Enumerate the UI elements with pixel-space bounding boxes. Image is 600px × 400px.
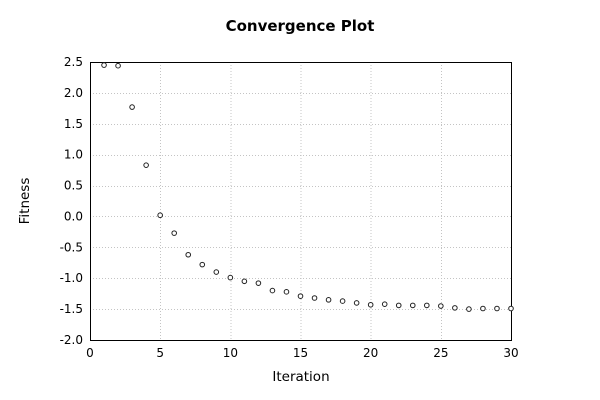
x-tick-label: 0 (86, 346, 94, 360)
y-tick-label: 2.0 (64, 86, 83, 100)
data-point (480, 305, 486, 312)
data-point (297, 293, 304, 299)
data-point (157, 212, 163, 219)
plot-frame (90, 62, 512, 341)
y-tick-label: 0.5 (64, 179, 83, 193)
data-point (101, 62, 107, 68)
data-point (115, 62, 121, 69)
y-tick-label: 0.0 (64, 209, 83, 223)
data-point (409, 302, 416, 309)
data-point (466, 306, 472, 312)
data-point (199, 261, 206, 268)
y-tick-label: 1.5 (64, 117, 83, 131)
y-tick-label: -0.5 (60, 240, 83, 254)
x-tick-label: 5 (156, 346, 164, 360)
data-point (311, 295, 318, 301)
data-point (339, 298, 346, 304)
y-tick-label: -1.0 (60, 271, 83, 285)
data-point (129, 104, 135, 110)
data-point (452, 305, 458, 311)
x-axis-title: Iteration (272, 369, 330, 385)
y-tick-label: -2.0 (60, 333, 83, 347)
x-tick-label: 25 (433, 346, 448, 360)
data-point (367, 301, 374, 308)
data-point (325, 297, 332, 303)
x-tick-label: 30 (503, 346, 518, 360)
y-tick-label: 1.0 (64, 148, 83, 162)
y-tick-label: 2.5 (64, 55, 83, 69)
data-point (185, 251, 192, 258)
data-point (255, 280, 262, 286)
data-point (241, 278, 248, 285)
data-point (494, 305, 500, 312)
x-tick-label: 10 (223, 346, 238, 360)
data-point (438, 303, 444, 309)
data-point (353, 300, 360, 306)
x-tick-label: 15 (293, 346, 308, 360)
data-point (395, 302, 402, 309)
chart-title: Convergence Plot (225, 17, 375, 35)
data-point (143, 162, 149, 168)
y-tick-label: -1.5 (60, 302, 83, 316)
x-tick-label: 20 (363, 346, 378, 360)
data-point (508, 305, 514, 312)
data-point (283, 289, 290, 295)
data-point (269, 287, 276, 294)
data-point (213, 269, 220, 275)
data-point (171, 230, 177, 236)
data-point (424, 302, 430, 309)
data-point (227, 274, 234, 281)
data-point (381, 301, 388, 307)
